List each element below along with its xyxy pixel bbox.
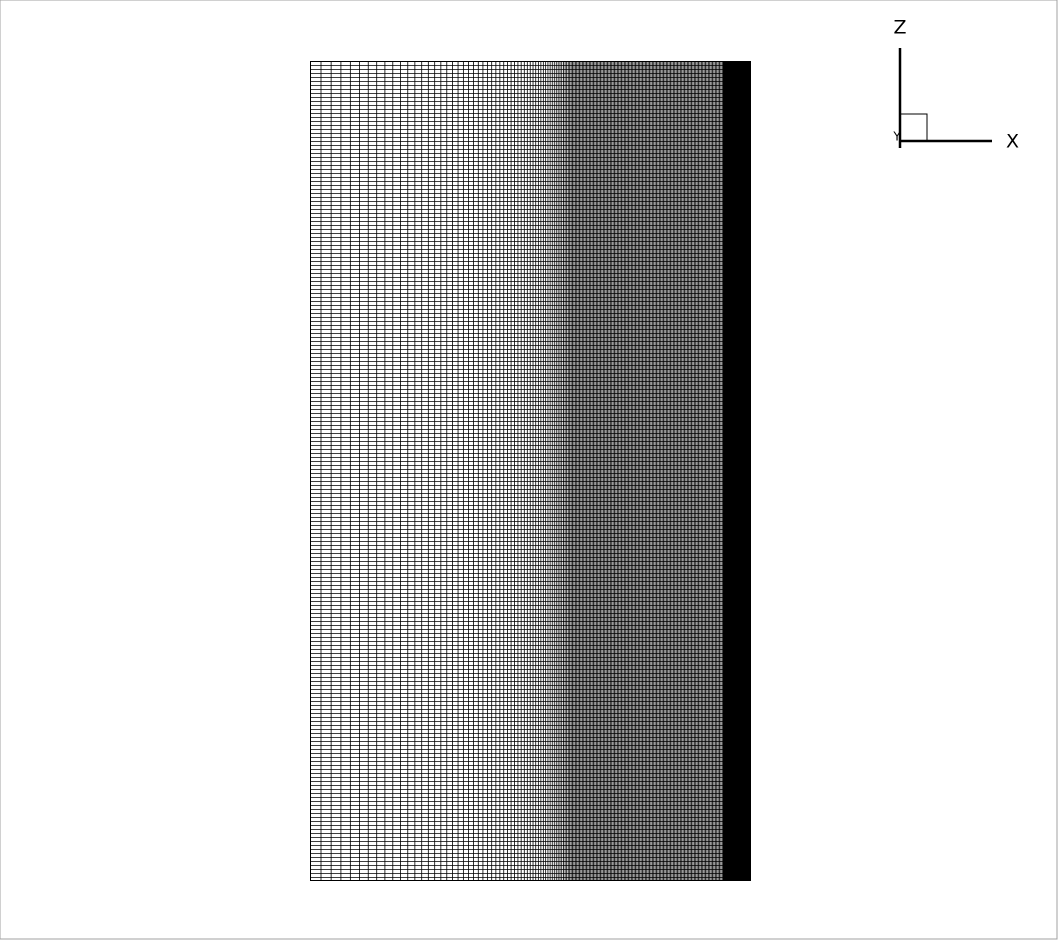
dense-mesh-region	[723, 61, 750, 880]
x-label: X	[1006, 131, 1019, 153]
mesh	[310, 61, 751, 881]
corner-square	[899, 113, 928, 142]
axis-triad: Z X Y	[892, 17, 1019, 153]
z-label: Z	[893, 17, 906, 39]
y-label: Y	[892, 130, 901, 144]
mesh-border	[310, 61, 751, 881]
